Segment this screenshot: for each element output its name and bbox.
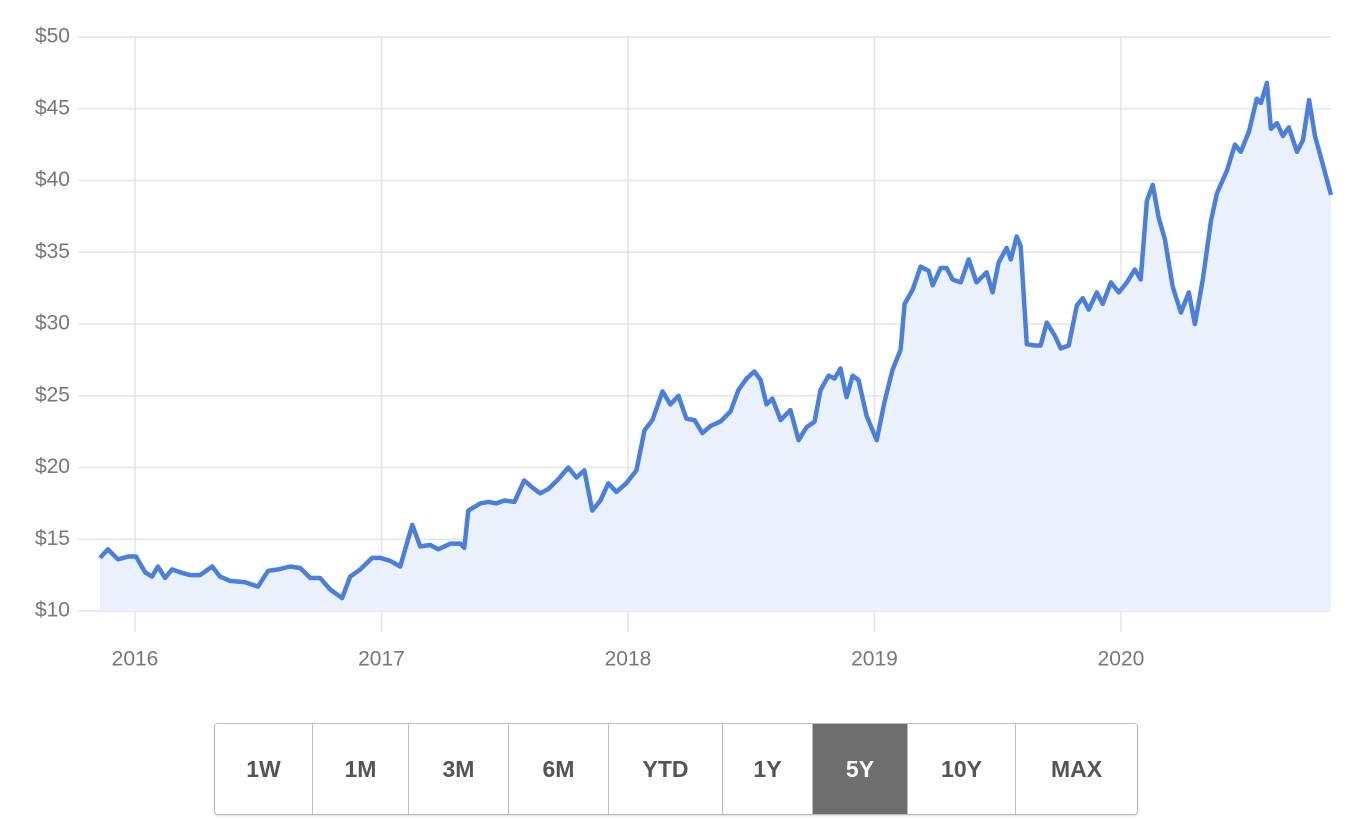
range-selector: 1W 1M 3M 6M YTD 1Y 5Y 10Y MAX — [214, 723, 1138, 815]
range-button[interactable]: 1Y — [723, 724, 813, 814]
y-tick-label: $45 — [35, 96, 70, 119]
y-tick-label: $25 — [35, 383, 70, 406]
x-tick-label: 2016 — [112, 648, 159, 671]
y-tick-label: $50 — [35, 25, 70, 48]
y-tick-label: $10 — [35, 599, 70, 622]
x-tick-label: 2018 — [605, 648, 652, 671]
area — [100, 82, 1331, 611]
y-tick-label: $15 — [35, 527, 70, 550]
chart: $10 $15 $20 $25 $30 $35 $40 $45 $50 2016 2017 2018 2… — [35, 25, 1334, 671]
range-button[interactable]: 1M — [313, 724, 409, 814]
price-line — [98, 80, 1334, 601]
x-tick-label: 2020 — [1098, 648, 1145, 671]
range-button[interactable]: 6M — [509, 724, 609, 814]
range-button[interactable]: MAX — [1016, 724, 1137, 814]
y-tick-label: $40 — [35, 168, 70, 191]
y-tick-label: $30 — [35, 312, 70, 335]
x-tick-label: 2019 — [851, 648, 898, 671]
range-button[interactable]: YTD — [609, 724, 723, 814]
range-button[interactable]: 10Y — [908, 724, 1016, 814]
x-tick-label: 2017 — [358, 648, 405, 671]
range-button[interactable]: 1W — [215, 724, 313, 814]
range-button[interactable]: 5Y — [813, 724, 908, 814]
range-button[interactable]: 3M — [409, 724, 509, 814]
y-tick-label: $35 — [35, 240, 70, 263]
y-tick-label: $20 — [35, 455, 70, 478]
